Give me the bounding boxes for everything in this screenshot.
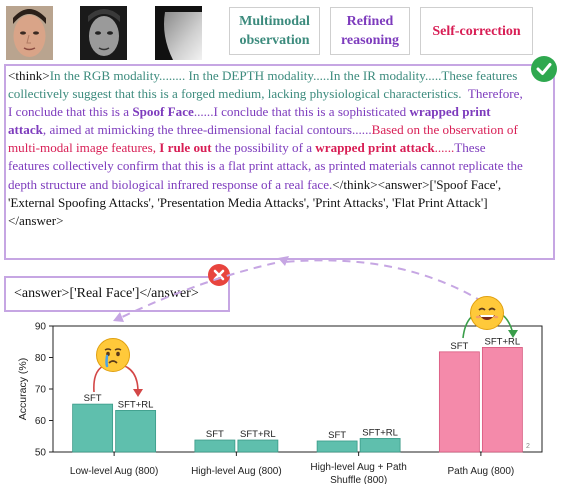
crying-emoji-icon xyxy=(96,338,130,372)
bar-sft-rl xyxy=(237,439,279,453)
x-tick-label: Shuffle (800) xyxy=(330,475,387,484)
y-axis-label: Accuracy (%) xyxy=(17,358,29,420)
bar-sft xyxy=(438,351,480,453)
bar-series-label: SFT xyxy=(450,341,468,352)
green-check-icon xyxy=(531,56,557,82)
bar-sft-rl xyxy=(115,410,157,453)
y-tick-label: 70 xyxy=(35,385,47,396)
bar-sft-rl xyxy=(481,347,523,453)
bar-series-label: SFT+RL xyxy=(485,336,521,347)
grinning-emoji-icon xyxy=(470,296,504,330)
bar-series-label: SFT+RL xyxy=(118,399,154,410)
ir-face-image xyxy=(80,6,127,60)
bar-sft xyxy=(316,440,358,453)
self-correction-tag: Self-correction xyxy=(420,7,533,55)
x-tick-label: Path Aug (800) xyxy=(448,466,515,477)
wrong-answer-box: <answer>['Real Face']</answer> xyxy=(4,276,230,312)
red-x-icon xyxy=(208,264,230,286)
y-tick-label: 80 xyxy=(35,353,47,364)
bar-sft xyxy=(72,403,114,453)
refined-reasoning-tag: Refined reasoning xyxy=(330,7,410,55)
y-tick-label: 50 xyxy=(35,448,47,459)
accuracy-bar-chart: 50 60 70 80 90 Accuracy (%) SFT SFT+RL Low-level… xyxy=(17,322,543,484)
x-tick-label: High-level Aug + Path xyxy=(310,462,406,473)
corner-mark: 2 xyxy=(526,443,530,450)
y-tick-label: 60 xyxy=(35,416,47,427)
bar-sft xyxy=(194,439,236,453)
bar-series-label: SFT xyxy=(84,393,102,404)
rgb-face-image xyxy=(6,6,53,60)
multimodal-observation-tag: Multimodal observation xyxy=(229,7,320,55)
reasoning-text: <think>In the RGB modality........ In th… xyxy=(8,68,523,228)
bar-series-label: SFT+RL xyxy=(240,429,276,440)
depth-face-image xyxy=(155,6,202,60)
y-tick-label: 90 xyxy=(35,322,47,333)
x-tick-label: Low-level Aug (800) xyxy=(70,466,158,477)
x-tick-label: High-level Aug (800) xyxy=(191,466,282,477)
bar-series-label: SFT+RL xyxy=(362,427,398,438)
bar-series-label: SFT xyxy=(206,429,224,440)
bar-series-label: SFT xyxy=(328,430,346,441)
bar-sft-rl xyxy=(359,438,401,453)
